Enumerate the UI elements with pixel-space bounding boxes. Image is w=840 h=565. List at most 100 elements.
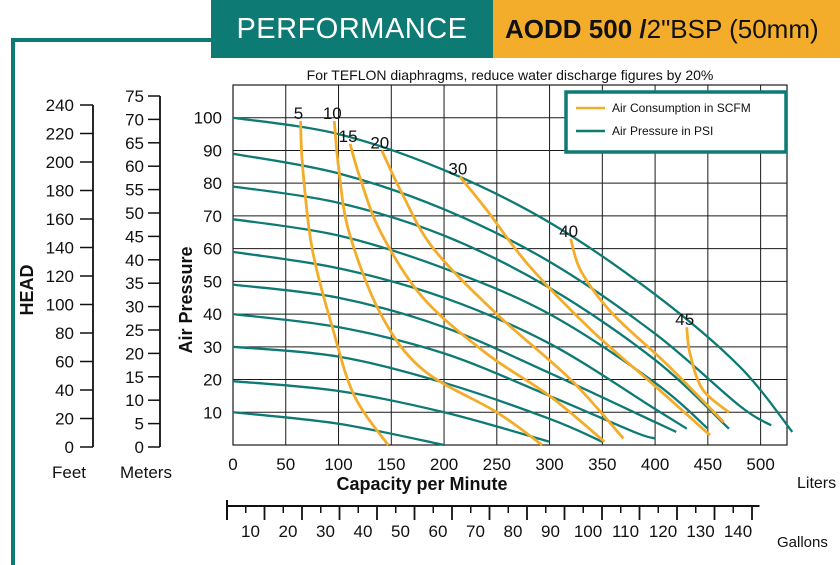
meters-tick-label: 70 [125,110,144,129]
gallons-tick-label: 30 [316,522,335,541]
air-consumption-curve [299,120,390,446]
y-tick-label: 60 [203,240,222,259]
meters-tick-label: 30 [125,298,144,317]
pressure-curves [232,116,794,447]
legend: Air Consumption in SCFM Air Pressure in P… [564,90,788,154]
air-consumption-curve [380,149,625,440]
x-tick-label: 300 [535,455,563,474]
air-consumption-curve [332,120,544,447]
head-label: HEAD [17,264,37,315]
y-axis-label: Air Pressure [176,246,196,353]
y-tick-label: 90 [203,141,222,160]
air-consumption-curve [685,327,730,414]
air-consumption-label: 10 [323,104,342,123]
feet-tick-label: 80 [55,324,74,343]
x-tick-label: 350 [588,455,616,474]
y-tick-label: 70 [203,207,222,226]
y-tick-label: 20 [203,371,222,390]
pressure-curve [232,283,677,433]
gallons-tick-label: 70 [466,522,485,541]
air-consumption-label: 40 [559,222,578,241]
x-tick-label: 400 [641,455,669,474]
pressure-curve [232,152,772,427]
feet-tick-label: 60 [55,353,74,372]
gallons-tick-label: 50 [391,522,410,541]
x-tick-label: 250 [483,455,511,474]
legend-label: Air Consumption in SCFM [612,101,751,115]
air-consumption-label: 20 [370,133,389,152]
pressure-curve [232,250,688,430]
air-consumption-curve [348,143,606,443]
meters-unit-label: Meters [120,463,172,482]
axes: For TEFLON diaphragms, reduce water disc… [17,67,836,551]
pressure-curve [232,185,730,430]
air-consumption-label: 30 [448,160,467,179]
model-size: 2"BSP (50mm) [646,13,819,44]
model-name: AODD 500 / [505,13,647,44]
gallons-tick-label: 90 [541,522,560,541]
gallons-tick-label: 40 [354,522,373,541]
pressure-curve [232,116,794,433]
performance-banner: PERFORMANCE [211,0,493,58]
feet-tick-label: 140 [46,239,74,258]
meters-tick-label: 5 [135,415,144,434]
frame-left-bar [11,38,15,565]
air-consumption-curves: 5 10 15 20 30 40 45 [294,104,730,447]
feet-tick-label: 220 [46,125,74,144]
air-consumption-label: 5 [294,104,303,123]
gallons-tick-label: 130 [686,522,714,541]
feet-tick-label: 100 [46,296,74,315]
meters-tick-label: 15 [125,368,144,387]
x-unit-label: Liters [797,475,836,492]
meters-tick-label: 0 [135,438,144,457]
x-tick-label: 0 [228,455,237,474]
meters-tick-label: 50 [125,204,144,223]
x-tick-label: 200 [430,455,458,474]
feet-tick-label: 120 [46,267,74,286]
chart-note: For TEFLON diaphragms, reduce water disc… [307,67,714,83]
gallons-unit-label: Gallons [777,534,828,551]
frame-top-bar [11,38,211,42]
feet-tick-label: 20 [55,410,74,429]
feet-tick-label: 180 [46,182,74,201]
y-tick-label: 40 [203,305,222,324]
feet-tick-label: 40 [55,381,74,400]
meters-tick-label: 65 [125,134,144,153]
air-consumption-curve [569,238,725,424]
meters-tick-label: 55 [125,181,144,200]
gallons-tick-label: 120 [649,522,677,541]
plot-border [232,84,788,446]
feet-tick-label: 200 [46,153,74,172]
y-tick-label: 80 [203,174,222,193]
meters-tick-label: 25 [125,321,144,340]
x-tick-label: 100 [324,455,352,474]
gallons-tick-label: 100 [574,522,602,541]
legend-box [564,90,788,154]
pressure-curve [232,218,709,430]
gallons-tick-label: 140 [724,522,752,541]
model-banner: AODD 500 / 2"BSP (50mm) [493,0,840,58]
air-consumption-label: 15 [339,127,358,146]
x-tick-label: 450 [694,455,722,474]
feet-unit-label: Feet [52,463,86,482]
meters-tick-label: 75 [125,87,144,106]
pressure-curve [232,411,445,447]
gallons-tick-label: 60 [429,522,448,541]
meters-tick-label: 45 [125,227,144,246]
meters-tick-label: 40 [125,251,144,270]
gallons-tick-label: 80 [504,522,523,541]
performance-title: PERFORMANCE [236,12,468,45]
feet-tick-label: 160 [46,210,74,229]
meters-tick-label: 10 [125,391,144,410]
air-consumption-label: 45 [675,310,694,329]
x-tick-label: 150 [377,455,405,474]
y-tick-label: 10 [203,403,222,422]
gallons-tick-label: 110 [612,522,639,541]
meters-tick-label: 20 [125,344,144,363]
gallons-tick-label: 10 [241,522,260,541]
x-tick-label: 500 [746,455,774,474]
x-tick-label: 50 [276,455,295,474]
meters-tick-label: 35 [125,274,144,293]
gallons-tick-label: 20 [279,522,298,541]
meters-tick-label: 60 [125,157,144,176]
